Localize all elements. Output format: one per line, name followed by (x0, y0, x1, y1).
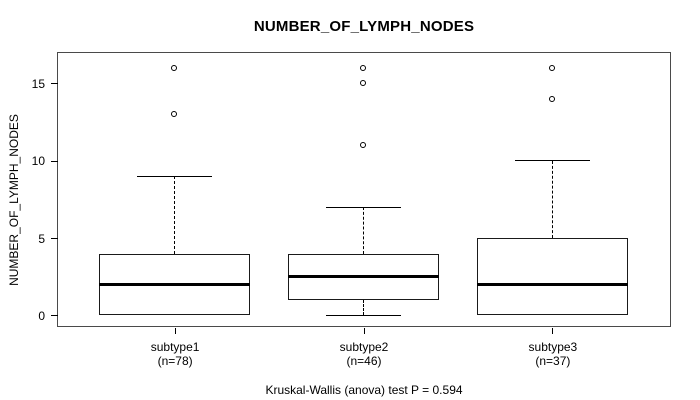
group-label-name: subtype1 (150, 340, 200, 354)
lower-whisker-cap (325, 314, 402, 316)
outlier-point (360, 80, 367, 87)
median-line (99, 283, 251, 286)
x-axis-tick (174, 327, 176, 334)
chart-title: NUMBER_OF_LYMPH_NODES (253, 18, 475, 35)
upper-whisker-line (551, 160, 553, 239)
x-axis-tick (363, 327, 365, 334)
y-axis-tick (51, 160, 58, 162)
outlier-point (360, 64, 367, 71)
median-line (287, 275, 440, 279)
outlier-point (171, 64, 178, 71)
y-axis-label: NUMBER_OF_LYMPH_NODES (7, 114, 21, 286)
outlier-point (171, 111, 178, 118)
x-axis-group-label: subtype1 (n=78) (105, 340, 245, 368)
iqr-box (476, 238, 628, 316)
upper-whisker-cap (514, 160, 591, 162)
group-label-name: subtype2 (339, 340, 389, 354)
median-line (476, 283, 628, 286)
group-label-count: (n=46) (346, 354, 382, 368)
y-axis-tick-label: 5 (38, 231, 45, 246)
plot-area (56, 51, 671, 327)
outlier-point (549, 95, 556, 102)
y-axis-tick (51, 83, 58, 85)
x-axis-group-label: subtype2 (n=46) (294, 340, 434, 368)
lower-whisker-line (362, 299, 364, 316)
group-label-count: (n=37) (535, 354, 571, 368)
outlier-point (360, 142, 367, 149)
outlier-point (549, 64, 556, 71)
y-axis-tick (51, 238, 58, 240)
y-axis-tick-label: 15 (31, 76, 45, 91)
y-axis-tick-label: 10 (31, 154, 45, 169)
upper-whisker-cap (136, 175, 213, 177)
group-label-name: subtype3 (528, 340, 578, 354)
upper-whisker-line (362, 207, 364, 254)
y-axis-tick (51, 315, 58, 317)
upper-whisker-line (174, 176, 175, 254)
y-axis-tick-label: 0 (38, 308, 45, 323)
x-axis-tick (552, 327, 554, 334)
x-axis-group-label: subtype3 (n=37) (483, 340, 623, 368)
upper-whisker-cap (325, 206, 402, 208)
group-label-count: (n=78) (157, 354, 193, 368)
stat-test-caption: Kruskal-Wallis (anova) test P = 0.594 (265, 383, 463, 397)
